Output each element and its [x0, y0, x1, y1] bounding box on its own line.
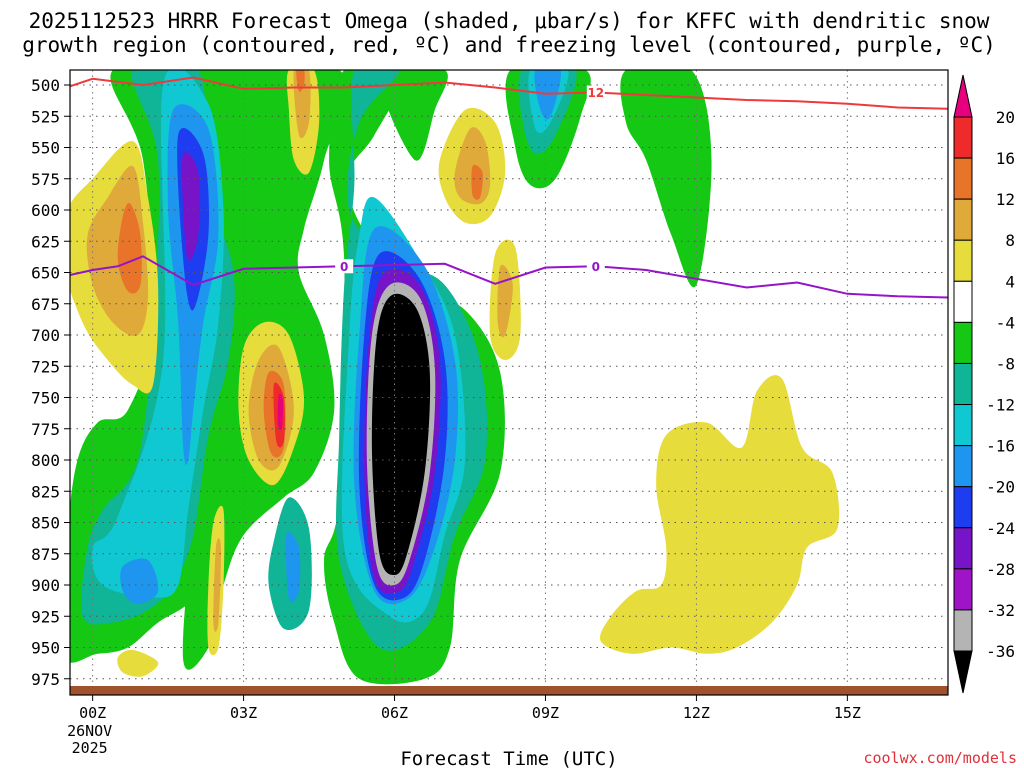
- chart-title-line1: 2025112523 HRRR Forecast Omega (shaded, …: [29, 9, 990, 33]
- x-tick-label-00Z: 00Z: [79, 704, 106, 722]
- y-tick-label-800: 800: [31, 451, 60, 470]
- y-tick-label-950: 950: [31, 639, 60, 658]
- omega-region-20-43: [277, 393, 283, 431]
- colorbar-bottom-arrow: [953, 650, 973, 694]
- plot-frame: [69, 69, 949, 696]
- y-tick-label-750: 750: [31, 389, 60, 408]
- y-tick-label-575: 575: [31, 170, 60, 189]
- colorbar-label--20: -20: [986, 478, 1015, 497]
- colorbar-band-7: [953, 404, 973, 447]
- contour-lines: 12 0 0: [70, 76, 948, 695]
- omega-region-4-31: [599, 375, 840, 654]
- colorbar-band-6: [953, 362, 973, 406]
- colorbar-label--8: -8: [996, 354, 1015, 373]
- colorbar-label-20: 20: [996, 108, 1015, 127]
- omega-region-8-37: [213, 538, 221, 632]
- omega-region--20-14: [120, 558, 159, 604]
- colorbar-band-10: [953, 527, 973, 570]
- y-tick-label-825: 825: [31, 482, 60, 501]
- y-tick-label-525: 525: [31, 107, 60, 126]
- plot-area: 12 0 0: [69, 69, 949, 696]
- omega-region-4-30: [117, 649, 159, 677]
- colorbar-label-16: 16: [996, 149, 1015, 168]
- dgz-contour-line: [70, 76, 948, 110]
- chart-title-line2: growth region (contoured, red, ºC) and f…: [22, 33, 996, 57]
- colorbar-band-11: [953, 568, 973, 611]
- freezing-level-line: [70, 255, 948, 299]
- colorbar-label--36: -36: [986, 642, 1015, 661]
- y-tick-label-900: 900: [31, 576, 60, 595]
- y-tick-label-700: 700: [31, 326, 60, 345]
- colorbar: 20 16 12 8 4 -4 -8 -12 -16 -20 -24 -28 -32 -36: [953, 74, 1015, 694]
- y-tick-label-625: 625: [31, 232, 60, 251]
- surface-terrain: [70, 686, 948, 695]
- y-tick-label-500: 500: [31, 76, 60, 95]
- colorbar-top-arrow: [953, 74, 973, 118]
- colorbar-band-9: [953, 486, 973, 529]
- colorbar-label--32: -32: [986, 601, 1015, 620]
- colorbar-label-8: 8: [1005, 231, 1015, 250]
- omega-region-12-38: [117, 202, 142, 294]
- x-tick-label-12Z: 12Z: [683, 704, 710, 722]
- x-tick-year: 2025: [72, 739, 108, 757]
- x-tick-label-06Z: 06Z: [381, 704, 408, 722]
- credit-watermark: coolwx.com/models: [863, 749, 1017, 767]
- colorbar-label--24: -24: [986, 519, 1015, 538]
- omega-region-12-40: [296, 70, 305, 92]
- y-tick-label-875: 875: [31, 545, 60, 564]
- y-tick-label-675: 675: [31, 295, 60, 314]
- x-tick-label-15Z: 15Z: [834, 704, 861, 722]
- colorbar-band-0: [953, 116, 973, 159]
- colorbar-band-5: [953, 321, 973, 364]
- omega-shading: [70, 70, 840, 685]
- dgz-contour-label-bg: [586, 85, 605, 100]
- colorbar-label--12: -12: [986, 396, 1015, 415]
- y-tick-label-650: 650: [31, 264, 60, 283]
- colorbar-label--4: -4: [996, 313, 1015, 332]
- colorbar-label-4: 4: [1005, 272, 1015, 291]
- colorbar-band-4: [953, 280, 973, 323]
- x-tick-label-03Z: 03Z: [230, 704, 257, 722]
- y-tick-label-850: 850: [31, 514, 60, 533]
- omega-region--8-5: [620, 70, 712, 288]
- colorbar-label-12: 12: [996, 190, 1015, 209]
- omega-region--20-16: [285, 532, 301, 602]
- omega-region--36-23: [371, 293, 431, 575]
- colorbar-label--28: -28: [986, 560, 1015, 579]
- y-tick-label-550: 550: [31, 139, 60, 158]
- omega-region--28-20: [181, 152, 200, 261]
- x-axis-label: Forecast Time (UTC): [400, 748, 617, 768]
- y-tick-label-725: 725: [31, 357, 60, 376]
- freezing-contour-label-0: 0: [340, 260, 348, 274]
- colorbar-band-1: [953, 157, 973, 200]
- y-tick-label-775: 775: [31, 420, 60, 439]
- colorbar-band-3: [953, 239, 973, 282]
- colorbar-band-12: [953, 609, 973, 652]
- colorbar-label--16: -16: [986, 437, 1015, 456]
- colorbar-band-2: [953, 198, 973, 241]
- omega-region--8-3: [378, 70, 448, 161]
- y-tick-label-925: 925: [31, 607, 60, 626]
- x-tick-date: 26NOV: [67, 722, 112, 740]
- freezing-contour-label-1: 0: [592, 260, 600, 274]
- x-tick-label-09Z: 09Z: [532, 704, 559, 722]
- omega-region-12-41: [471, 164, 483, 200]
- dgz-contour-label: 12: [587, 86, 604, 100]
- freezing-contour-label-0-bg: [335, 259, 354, 274]
- y-tick-label-975: 975: [31, 670, 60, 689]
- pressure-axis: 500 525 550 575 600 625 650 675 700 725 750 775 800 8…: [31, 76, 70, 689]
- freezing-contour-label-1-bg: [586, 259, 605, 274]
- colorbar-band-8: [953, 445, 973, 488]
- y-tick-label-600: 600: [31, 201, 60, 220]
